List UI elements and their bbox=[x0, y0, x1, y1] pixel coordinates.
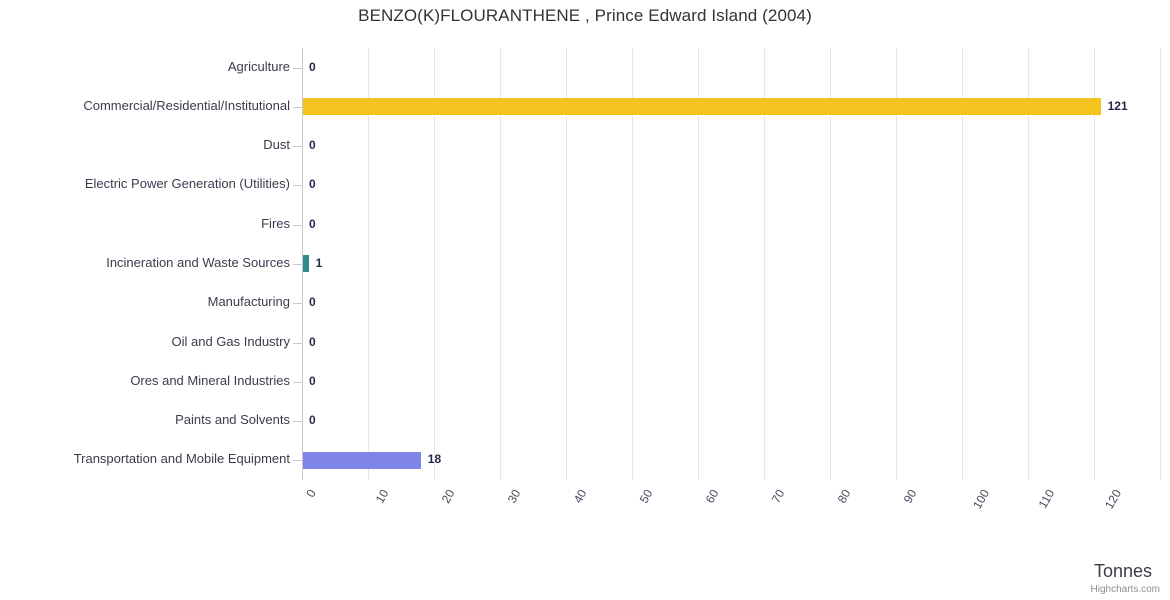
bar-data-label: 0 bbox=[309, 59, 316, 74]
x-axis-tick-label: 80 bbox=[834, 487, 854, 506]
highcharts-credits: Highcharts.com bbox=[1090, 584, 1160, 595]
x-axis-tick-label: 70 bbox=[768, 487, 788, 506]
chart-bar[interactable] bbox=[302, 255, 309, 273]
x-axis-tick-label: 50 bbox=[636, 487, 656, 506]
category-label: Transportation and Mobile Equipment bbox=[73, 451, 290, 467]
x-axis-tick-label: 10 bbox=[372, 487, 392, 506]
chart-row: Dust 0 bbox=[263, 127, 1160, 166]
gridline bbox=[764, 48, 765, 480]
chart-row: Fires 0 bbox=[261, 205, 1160, 244]
chart-row: Incineration and Waste Sources 1 bbox=[106, 244, 1160, 283]
chart-row: Oil and Gas Industry 0 bbox=[172, 323, 1160, 362]
gridline bbox=[368, 48, 369, 480]
plot-area: Agriculture 0 Commercial/Residential/Insti… bbox=[74, 48, 1161, 480]
category-label: Dust bbox=[263, 137, 290, 153]
category-label: Manufacturing bbox=[207, 294, 290, 310]
chart-row: Manufacturing 0 bbox=[208, 284, 1160, 323]
gridline bbox=[1094, 48, 1095, 480]
x-axis-tick-label: 110 bbox=[1035, 487, 1058, 511]
category-label: Electric Power Generation (Utilities) bbox=[84, 176, 290, 192]
chart-row: Electric Power Generation (Utilities) 0 bbox=[85, 166, 1160, 205]
bar-data-label: 0 bbox=[309, 138, 316, 153]
x-axis-tick-label: 90 bbox=[900, 487, 920, 506]
chart-title: BENZO(K)FLOURANTHENE , Prince Edward Isl… bbox=[358, 6, 812, 25]
bar-data-label: 0 bbox=[309, 334, 316, 349]
gridline bbox=[896, 48, 897, 480]
y-axis-tick bbox=[293, 67, 302, 69]
gridline bbox=[1160, 48, 1161, 480]
gridline bbox=[830, 48, 831, 480]
category-label: Commercial/Residential/Institutional bbox=[83, 97, 290, 113]
category-label: Agriculture bbox=[227, 58, 290, 74]
bar-data-label: 18 bbox=[427, 452, 442, 467]
y-axis-tick bbox=[293, 381, 302, 383]
category-label: Incineration and Waste Sources bbox=[106, 254, 290, 270]
bar-data-label: 0 bbox=[309, 177, 316, 192]
bar-data-label: 0 bbox=[309, 295, 316, 310]
gridline bbox=[566, 48, 567, 480]
gridline bbox=[632, 48, 633, 480]
chart-row: Agriculture 0 bbox=[228, 48, 1160, 87]
bar-data-label: 1 bbox=[315, 255, 323, 270]
bar-data-label: 0 bbox=[309, 373, 316, 388]
chart-bar[interactable] bbox=[302, 98, 1101, 116]
gridline bbox=[434, 48, 435, 480]
gridline bbox=[1028, 48, 1029, 480]
category-label: Fires bbox=[261, 215, 290, 231]
bar-data-label: 0 bbox=[309, 216, 316, 231]
y-axis-tick bbox=[293, 146, 302, 148]
y-axis-tick bbox=[293, 185, 302, 187]
x-axis-tick-label: 120 bbox=[1102, 487, 1125, 512]
x-axis-tick-label: 30 bbox=[504, 487, 524, 506]
x-axis-tick-label: 60 bbox=[702, 487, 722, 506]
category-label: Paints and Solvents bbox=[175, 412, 290, 428]
y-axis-tick bbox=[293, 224, 302, 226]
x-axis-tick-label: 40 bbox=[570, 487, 590, 506]
y-axis-tick bbox=[293, 342, 302, 344]
x-axis-line bbox=[302, 480, 1160, 481]
x-axis-title: Tonnes bbox=[1093, 561, 1152, 581]
x-axis-tick-label: 20 bbox=[438, 487, 458, 506]
gridline bbox=[698, 48, 699, 480]
bar-data-label: 0 bbox=[309, 413, 316, 428]
gridline bbox=[500, 48, 501, 480]
category-label: Oil and Gas Industry bbox=[171, 333, 291, 349]
chart-row: Transportation and Mobile Equipment 18 bbox=[74, 441, 1160, 480]
y-axis-tick bbox=[293, 106, 302, 108]
y-axis-line bbox=[302, 48, 303, 480]
x-axis-tick-label: 0 bbox=[303, 487, 319, 500]
bar-data-label: 121 bbox=[1107, 98, 1128, 113]
x-axis-tick-label: 100 bbox=[970, 487, 993, 512]
category-label: Ores and Mineral Industries bbox=[130, 372, 290, 388]
y-axis-tick bbox=[293, 303, 302, 305]
chart-row: Commercial/Residential/Institutional 121 bbox=[83, 87, 1160, 126]
y-axis-tick bbox=[293, 421, 302, 423]
y-axis-tick bbox=[293, 460, 302, 462]
chart-bar[interactable] bbox=[302, 451, 421, 469]
chart-row: Ores and Mineral Industries 0 bbox=[130, 362, 1160, 401]
gridline bbox=[962, 48, 963, 480]
chart-row: Paints and Solvents 0 bbox=[175, 401, 1160, 440]
y-axis-tick bbox=[293, 263, 302, 265]
